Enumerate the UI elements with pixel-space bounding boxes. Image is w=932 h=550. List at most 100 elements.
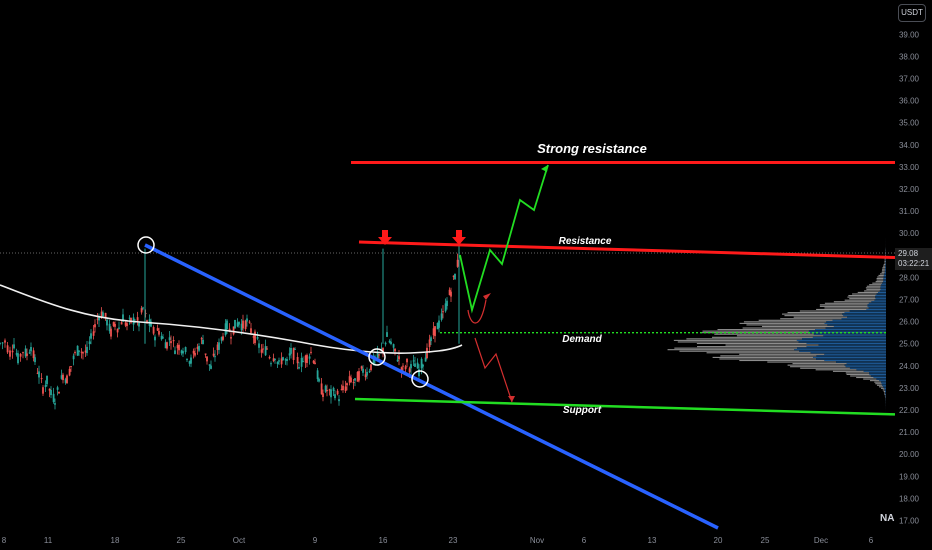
candle-body	[152, 327, 155, 334]
candle-body	[300, 357, 303, 367]
symbol-tag: NA	[880, 513, 895, 524]
candle-body	[404, 366, 407, 370]
profile-bar-value-area	[794, 349, 886, 351]
candle-body	[338, 399, 340, 402]
profile-bar-value-area	[869, 372, 886, 374]
candle-body	[154, 336, 156, 341]
candle-body	[274, 358, 276, 360]
profile-bar-volume	[863, 378, 877, 380]
candle-body	[36, 372, 39, 374]
alt-projection-up	[467, 299, 487, 324]
x-tick-label: 13	[648, 536, 657, 545]
profile-bar-volume	[866, 288, 881, 290]
profile-bar-volume	[882, 267, 886, 269]
y-tick-label: 17.00	[899, 517, 920, 526]
profile-bar-volume	[725, 344, 819, 346]
candle-body	[160, 335, 163, 340]
descending-trendline	[144, 243, 719, 530]
bullish-projection	[459, 164, 549, 314]
candle-body	[196, 346, 199, 350]
profile-bar-value-area	[856, 369, 886, 371]
candle-body	[204, 353, 207, 355]
candle-body	[15, 353, 18, 355]
y-axis[interactable]: 17.00 18.00 19.00 20.00 21.00 22.00 23.00 24.00…	[899, 30, 920, 525]
profile-bar-volume	[736, 335, 824, 337]
candle-body	[322, 393, 324, 397]
profile-bar-volume	[800, 367, 850, 369]
profile-bar-volume	[852, 293, 877, 295]
candle-body	[402, 365, 404, 367]
y-tick-label: 31.00	[899, 207, 920, 216]
candle-body	[156, 328, 159, 331]
candle-body	[420, 358, 423, 369]
x-tick-label: 16	[379, 536, 388, 545]
candle-body	[214, 356, 216, 358]
highlight-circle	[411, 370, 429, 388]
profile-bar-volume	[869, 284, 882, 286]
candle-body	[6, 345, 9, 353]
candle-body	[82, 352, 84, 354]
projection-arrowhead	[541, 165, 548, 172]
candle-body	[54, 403, 56, 405]
profile-bar-value-area	[876, 378, 886, 380]
profile-bar-value-area	[880, 288, 886, 290]
candle-body	[428, 339, 431, 347]
profile-bar-volume	[673, 339, 797, 341]
candle-body	[182, 351, 184, 354]
candle-body	[368, 371, 371, 373]
bar-countdown: 03:22:21	[898, 259, 930, 268]
candle-body	[310, 351, 312, 353]
candle-body	[78, 350, 80, 352]
candle-body	[376, 351, 379, 359]
candle-body	[186, 359, 188, 361]
candle-body	[284, 359, 287, 361]
candle-body	[140, 308, 143, 313]
profile-bar-volume	[743, 321, 827, 323]
y-tick-label: 33.00	[899, 163, 920, 172]
candle-body	[380, 348, 383, 350]
profile-bar-volume	[876, 277, 884, 280]
profile-bar-volume	[674, 347, 798, 349]
profile-bar-volume	[746, 324, 828, 326]
x-axis[interactable]: 8 11 18 25 Oct 9 16 23 Nov 6 13 20 25 Dec 6	[2, 536, 874, 545]
candle-body	[62, 374, 64, 381]
profile-bar-volume	[833, 301, 872, 303]
candle-body	[424, 357, 427, 362]
candle-body	[276, 361, 279, 365]
profile-bar-value-area	[824, 353, 886, 355]
x-tick-label: 6	[869, 536, 874, 545]
candle-body	[340, 389, 343, 391]
candle-body	[144, 312, 147, 315]
candle-body	[162, 337, 164, 339]
profile-bar-value-area	[845, 366, 886, 368]
profile-bar-volume	[787, 364, 845, 366]
profile-bar-volume	[849, 298, 876, 300]
profile-bar-value-area	[880, 287, 886, 289]
x-tick-label: 23	[449, 536, 458, 545]
candle-body	[26, 353, 28, 356]
candle-body	[236, 322, 239, 327]
y-tick-label: 37.00	[899, 75, 920, 84]
candle-body	[278, 360, 280, 362]
candle-body	[32, 350, 35, 359]
candle-body	[188, 361, 191, 364]
candle-body	[13, 344, 15, 349]
candle-body	[336, 390, 339, 395]
profile-bar-value-area	[875, 298, 886, 300]
profile-bar-volume	[866, 285, 881, 287]
candle-body	[240, 323, 243, 331]
candle-body	[282, 357, 284, 361]
alt-arrowhead-up	[483, 293, 491, 300]
profile-bar-value-area	[833, 325, 886, 328]
profile-bar-volume	[846, 373, 870, 375]
candle-body	[268, 357, 271, 359]
profile-bar-volume	[739, 353, 825, 355]
currency-badge[interactable]: USDT	[898, 4, 926, 22]
candle-body	[94, 324, 96, 328]
candle-body	[88, 341, 91, 344]
candle-body	[246, 318, 248, 322]
candle-body	[72, 355, 75, 360]
profile-bar-volume	[881, 271, 885, 273]
profile-bar-volume	[824, 307, 869, 309]
